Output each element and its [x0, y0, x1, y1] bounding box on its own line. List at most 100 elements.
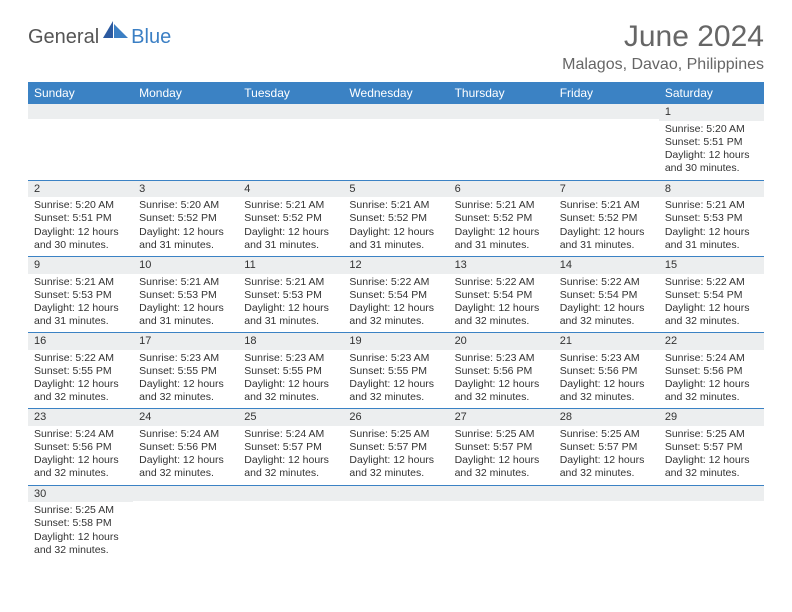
- calendar-cell: [238, 104, 343, 180]
- calendar-week-row: 2Sunrise: 5:20 AMSunset: 5:51 PMDaylight…: [28, 180, 764, 256]
- calendar-table: Sunday Monday Tuesday Wednesday Thursday…: [28, 82, 764, 561]
- calendar-cell: 26Sunrise: 5:25 AMSunset: 5:57 PMDayligh…: [343, 409, 448, 485]
- calendar-cell: 20Sunrise: 5:23 AMSunset: 5:56 PMDayligh…: [449, 333, 554, 409]
- day-content: Sunrise: 5:22 AMSunset: 5:54 PMDaylight:…: [449, 274, 554, 333]
- day-content: Sunrise: 5:24 AMSunset: 5:56 PMDaylight:…: [659, 350, 764, 409]
- day-number: [449, 486, 554, 501]
- calendar-week-row: 16Sunrise: 5:22 AMSunset: 5:55 PMDayligh…: [28, 333, 764, 409]
- day-content: Sunrise: 5:24 AMSunset: 5:56 PMDaylight:…: [133, 426, 238, 485]
- logo-text-blue: Blue: [131, 26, 171, 49]
- calendar-cell: 9Sunrise: 5:21 AMSunset: 5:53 PMDaylight…: [28, 256, 133, 332]
- calendar-cell: 5Sunrise: 5:21 AMSunset: 5:52 PMDaylight…: [343, 180, 448, 256]
- day-number: 22: [659, 333, 764, 350]
- calendar-cell: [343, 485, 448, 561]
- day-content: Sunrise: 5:22 AMSunset: 5:54 PMDaylight:…: [343, 274, 448, 333]
- day-content: Sunrise: 5:21 AMSunset: 5:53 PMDaylight:…: [238, 274, 343, 333]
- calendar-cell: 12Sunrise: 5:22 AMSunset: 5:54 PMDayligh…: [343, 256, 448, 332]
- day-number: 1: [659, 104, 764, 121]
- day-header: Tuesday: [238, 82, 343, 104]
- day-number: [343, 486, 448, 501]
- day-number: 20: [449, 333, 554, 350]
- day-number: [343, 104, 448, 119]
- day-content: Sunrise: 5:24 AMSunset: 5:57 PMDaylight:…: [238, 426, 343, 485]
- day-number: 16: [28, 333, 133, 350]
- day-header-row: Sunday Monday Tuesday Wednesday Thursday…: [28, 82, 764, 104]
- calendar-cell: 19Sunrise: 5:23 AMSunset: 5:55 PMDayligh…: [343, 333, 448, 409]
- day-number: [133, 104, 238, 119]
- day-header: Sunday: [28, 82, 133, 104]
- calendar-week-row: 23Sunrise: 5:24 AMSunset: 5:56 PMDayligh…: [28, 409, 764, 485]
- day-number: [554, 486, 659, 501]
- calendar-cell: [449, 485, 554, 561]
- day-header: Saturday: [659, 82, 764, 104]
- calendar-cell: 15Sunrise: 5:22 AMSunset: 5:54 PMDayligh…: [659, 256, 764, 332]
- calendar-week-row: 30Sunrise: 5:25 AMSunset: 5:58 PMDayligh…: [28, 485, 764, 561]
- day-content: Sunrise: 5:21 AMSunset: 5:52 PMDaylight:…: [238, 197, 343, 256]
- calendar-cell: [659, 485, 764, 561]
- calendar-cell: [343, 104, 448, 180]
- day-content: Sunrise: 5:21 AMSunset: 5:53 PMDaylight:…: [133, 274, 238, 333]
- day-number: [28, 104, 133, 119]
- calendar-cell: [238, 485, 343, 561]
- day-content: Sunrise: 5:20 AMSunset: 5:51 PMDaylight:…: [659, 121, 764, 180]
- day-content: Sunrise: 5:22 AMSunset: 5:54 PMDaylight:…: [554, 274, 659, 333]
- day-content: Sunrise: 5:25 AMSunset: 5:57 PMDaylight:…: [554, 426, 659, 485]
- calendar-cell: [133, 104, 238, 180]
- day-number: [554, 104, 659, 119]
- day-content: Sunrise: 5:23 AMSunset: 5:56 PMDaylight:…: [554, 350, 659, 409]
- day-number: 17: [133, 333, 238, 350]
- calendar-cell: [133, 485, 238, 561]
- calendar-cell: 29Sunrise: 5:25 AMSunset: 5:57 PMDayligh…: [659, 409, 764, 485]
- day-header: Monday: [133, 82, 238, 104]
- day-number: 23: [28, 409, 133, 426]
- day-number: [133, 486, 238, 501]
- day-content: Sunrise: 5:23 AMSunset: 5:55 PMDaylight:…: [238, 350, 343, 409]
- day-number: 25: [238, 409, 343, 426]
- day-number: 28: [554, 409, 659, 426]
- calendar-cell: 7Sunrise: 5:21 AMSunset: 5:52 PMDaylight…: [554, 180, 659, 256]
- day-header: Friday: [554, 82, 659, 104]
- day-content: Sunrise: 5:23 AMSunset: 5:55 PMDaylight:…: [343, 350, 448, 409]
- day-content: Sunrise: 5:21 AMSunset: 5:52 PMDaylight:…: [449, 197, 554, 256]
- logo-text-general: General: [28, 26, 99, 49]
- day-number: 10: [133, 257, 238, 274]
- day-number: [238, 104, 343, 119]
- day-content: Sunrise: 5:25 AMSunset: 5:57 PMDaylight:…: [343, 426, 448, 485]
- day-content: Sunrise: 5:25 AMSunset: 5:58 PMDaylight:…: [28, 502, 133, 561]
- calendar-cell: 30Sunrise: 5:25 AMSunset: 5:58 PMDayligh…: [28, 485, 133, 561]
- calendar-cell: [28, 104, 133, 180]
- title-block: June 2024 Malagos, Davao, Philippines: [562, 20, 764, 74]
- day-content: Sunrise: 5:24 AMSunset: 5:56 PMDaylight:…: [28, 426, 133, 485]
- day-content: Sunrise: 5:23 AMSunset: 5:55 PMDaylight:…: [133, 350, 238, 409]
- day-number: 14: [554, 257, 659, 274]
- day-content: Sunrise: 5:23 AMSunset: 5:56 PMDaylight:…: [449, 350, 554, 409]
- logo: General Blue: [28, 26, 171, 49]
- calendar-cell: 14Sunrise: 5:22 AMSunset: 5:54 PMDayligh…: [554, 256, 659, 332]
- day-number: 8: [659, 181, 764, 198]
- calendar-cell: 8Sunrise: 5:21 AMSunset: 5:53 PMDaylight…: [659, 180, 764, 256]
- day-number: 7: [554, 181, 659, 198]
- day-content: Sunrise: 5:21 AMSunset: 5:52 PMDaylight:…: [343, 197, 448, 256]
- calendar-cell: 4Sunrise: 5:21 AMSunset: 5:52 PMDaylight…: [238, 180, 343, 256]
- day-content: Sunrise: 5:20 AMSunset: 5:52 PMDaylight:…: [133, 197, 238, 256]
- day-number: 30: [28, 486, 133, 503]
- day-content: Sunrise: 5:25 AMSunset: 5:57 PMDaylight:…: [449, 426, 554, 485]
- day-number: 5: [343, 181, 448, 198]
- calendar-cell: 24Sunrise: 5:24 AMSunset: 5:56 PMDayligh…: [133, 409, 238, 485]
- day-number: 26: [343, 409, 448, 426]
- day-content: Sunrise: 5:21 AMSunset: 5:53 PMDaylight:…: [659, 197, 764, 256]
- calendar-cell: 27Sunrise: 5:25 AMSunset: 5:57 PMDayligh…: [449, 409, 554, 485]
- calendar-cell: 16Sunrise: 5:22 AMSunset: 5:55 PMDayligh…: [28, 333, 133, 409]
- calendar-cell: 22Sunrise: 5:24 AMSunset: 5:56 PMDayligh…: [659, 333, 764, 409]
- day-number: [659, 486, 764, 501]
- calendar-cell: 11Sunrise: 5:21 AMSunset: 5:53 PMDayligh…: [238, 256, 343, 332]
- day-number: 11: [238, 257, 343, 274]
- calendar-cell: [554, 485, 659, 561]
- day-number: 24: [133, 409, 238, 426]
- day-number: 15: [659, 257, 764, 274]
- day-number: 21: [554, 333, 659, 350]
- calendar-cell: 18Sunrise: 5:23 AMSunset: 5:55 PMDayligh…: [238, 333, 343, 409]
- location-subtitle: Malagos, Davao, Philippines: [562, 56, 764, 74]
- calendar-cell: [554, 104, 659, 180]
- day-number: 12: [343, 257, 448, 274]
